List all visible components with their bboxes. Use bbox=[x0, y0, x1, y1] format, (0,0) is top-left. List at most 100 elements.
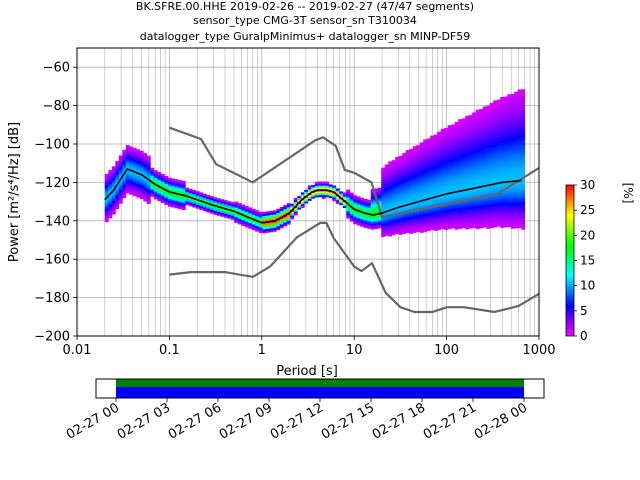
psd-density-cell bbox=[468, 115, 473, 118]
psd-density-cell bbox=[363, 225, 368, 228]
psd-density-cell bbox=[129, 177, 134, 180]
psd-density-cell bbox=[440, 151, 445, 155]
psd-density-cell bbox=[160, 191, 165, 194]
psd-density-cell bbox=[328, 184, 333, 187]
psd-density-cell bbox=[521, 217, 526, 221]
psd-density-cell bbox=[468, 191, 473, 195]
psd-density-cell bbox=[412, 222, 417, 226]
psd-density-cell bbox=[360, 199, 365, 202]
psd-density-cell bbox=[125, 148, 130, 152]
psd-density-cell bbox=[437, 220, 442, 223]
psd-density-cell bbox=[500, 118, 505, 121]
psd-density-cell bbox=[388, 188, 393, 191]
psd-density-cell bbox=[153, 189, 158, 192]
psd-density-cell bbox=[374, 224, 379, 228]
psd-density-cell bbox=[437, 172, 442, 175]
psd-density-cell bbox=[279, 226, 284, 229]
psd-density-cell bbox=[398, 209, 403, 212]
psd-density-cell bbox=[521, 96, 526, 100]
psd-density-cell bbox=[108, 175, 113, 179]
psd-density-cell bbox=[458, 220, 463, 224]
psd-density-cell bbox=[430, 202, 435, 205]
psd-density-cell bbox=[118, 188, 123, 191]
psd-density-cell bbox=[181, 180, 186, 184]
psd-density-cell bbox=[430, 152, 435, 156]
psd-density-cell bbox=[510, 211, 515, 214]
psd-density-cell bbox=[416, 214, 421, 217]
psd-density-cell bbox=[132, 180, 137, 183]
psd-density-cell bbox=[507, 163, 512, 166]
psd-density-cell bbox=[521, 160, 526, 163]
psd-density-cell bbox=[437, 227, 442, 230]
psd-density-cell bbox=[318, 185, 323, 188]
psd-density-cell bbox=[216, 213, 221, 216]
psd-density-cell bbox=[482, 135, 487, 138]
psd-density-cell bbox=[440, 219, 445, 222]
psd-density-cell bbox=[272, 214, 277, 217]
psd-density-cell bbox=[409, 179, 414, 183]
psd-density-cell bbox=[412, 213, 417, 216]
psd-density-cell bbox=[230, 217, 235, 220]
psd-density-cell bbox=[475, 148, 480, 151]
psd-density-cell bbox=[192, 201, 197, 204]
y-tick-label: −200 bbox=[34, 330, 70, 345]
psd-density-cell bbox=[346, 206, 351, 210]
psd-density-cell bbox=[391, 196, 396, 199]
psd-density-cell bbox=[426, 224, 431, 228]
psd-density-cell bbox=[402, 224, 407, 227]
psd-density-cell bbox=[458, 222, 463, 226]
psd-density-cell bbox=[122, 151, 127, 155]
psd-density-cell bbox=[468, 122, 473, 125]
psd-density-cell bbox=[370, 202, 375, 205]
psd-density-cell bbox=[192, 191, 197, 195]
psd-density-cell bbox=[206, 198, 211, 201]
psd-density-cell bbox=[433, 209, 438, 212]
psd-density-cell bbox=[409, 172, 414, 175]
psd-density-cell bbox=[433, 211, 438, 214]
psd-density-cell bbox=[440, 136, 445, 139]
psd-density-cell bbox=[111, 179, 116, 182]
psd-density-cell bbox=[465, 175, 470, 178]
psd-density-cell bbox=[192, 205, 197, 208]
psd-density-cell bbox=[489, 177, 494, 181]
psd-density-cell bbox=[486, 107, 491, 110]
psd-density-cell bbox=[398, 155, 403, 159]
psd-density-cell bbox=[503, 165, 508, 168]
psd-density-cell bbox=[370, 188, 375, 192]
psd-density-cell bbox=[479, 143, 484, 146]
psd-density-cell bbox=[479, 189, 484, 192]
psd-density-cell bbox=[454, 164, 459, 167]
psd-density-cell bbox=[493, 219, 498, 222]
psd-density-cell bbox=[111, 166, 116, 169]
psd-density-cell bbox=[489, 145, 494, 148]
psd-density-cell bbox=[118, 201, 123, 204]
psd-density-cell bbox=[402, 152, 407, 156]
psd-density-cell bbox=[234, 220, 239, 223]
psd-density-cell bbox=[251, 222, 256, 225]
psd-density-cell bbox=[433, 188, 438, 191]
psd-density-cell bbox=[307, 187, 312, 190]
psd-density-cell bbox=[423, 221, 428, 225]
psd-density-cell bbox=[377, 224, 382, 227]
psd-density-cell bbox=[412, 224, 417, 228]
psd-density-cell bbox=[451, 212, 456, 215]
psd-density-cell bbox=[517, 200, 522, 204]
psd-density-cell bbox=[444, 218, 449, 221]
psd-density-cell bbox=[426, 201, 431, 205]
psd-density-cell bbox=[500, 137, 505, 140]
psd-density-cell bbox=[430, 177, 435, 181]
psd-density-cell bbox=[423, 164, 428, 167]
psd-density-cell bbox=[139, 185, 144, 188]
psd-density-cell bbox=[419, 194, 424, 197]
psd-density-cell bbox=[500, 183, 505, 186]
psd-density-cell bbox=[293, 203, 298, 206]
psd-density-cell bbox=[503, 211, 508, 215]
psd-density-cell bbox=[213, 212, 218, 215]
psd-density-cell bbox=[472, 185, 477, 188]
psd-density-cell bbox=[510, 95, 515, 99]
psd-density-cell bbox=[507, 142, 512, 145]
psd-density-cell bbox=[447, 153, 452, 157]
psd-density-cell bbox=[517, 152, 522, 156]
psd-density-cell bbox=[384, 193, 389, 196]
psd-density-cell bbox=[461, 197, 466, 200]
